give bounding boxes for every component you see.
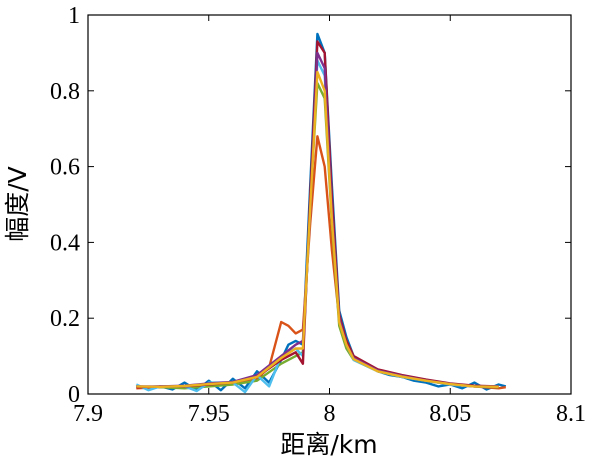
series-line-1	[136, 32, 507, 392]
series-line-2	[136, 135, 506, 390]
x-tick-label: 7.95	[188, 401, 230, 427]
y-tick-label: 0.4	[50, 230, 80, 256]
tick-layer: 7.9 7.95 8 8.05 8.1 0 0.2 0.4 0.6 0.8 1	[50, 3, 586, 427]
y-axis-title: 幅度/V	[3, 166, 32, 242]
series-line-4	[135, 59, 499, 394]
y-tick-label: 1	[68, 3, 80, 29]
series-layer	[135, 32, 507, 394]
series-line-6	[136, 51, 499, 388]
y-tick-label: 0.8	[50, 79, 80, 105]
series-line-3	[136, 81, 499, 390]
y-tick-label: 0.2	[50, 306, 80, 332]
y-tick-label: 0.6	[50, 155, 80, 181]
x-tick-label: 7.9	[73, 401, 103, 427]
y-tick-label: 0	[68, 382, 80, 408]
x-tick-label: 8	[324, 401, 336, 427]
plot-frame	[87, 14, 572, 395]
x-tick-label: 8.1	[556, 401, 586, 427]
series-line-7	[136, 70, 499, 388]
x-tick-label: 8.05	[429, 401, 471, 427]
x-axis-title: 距离/km	[280, 430, 377, 459]
